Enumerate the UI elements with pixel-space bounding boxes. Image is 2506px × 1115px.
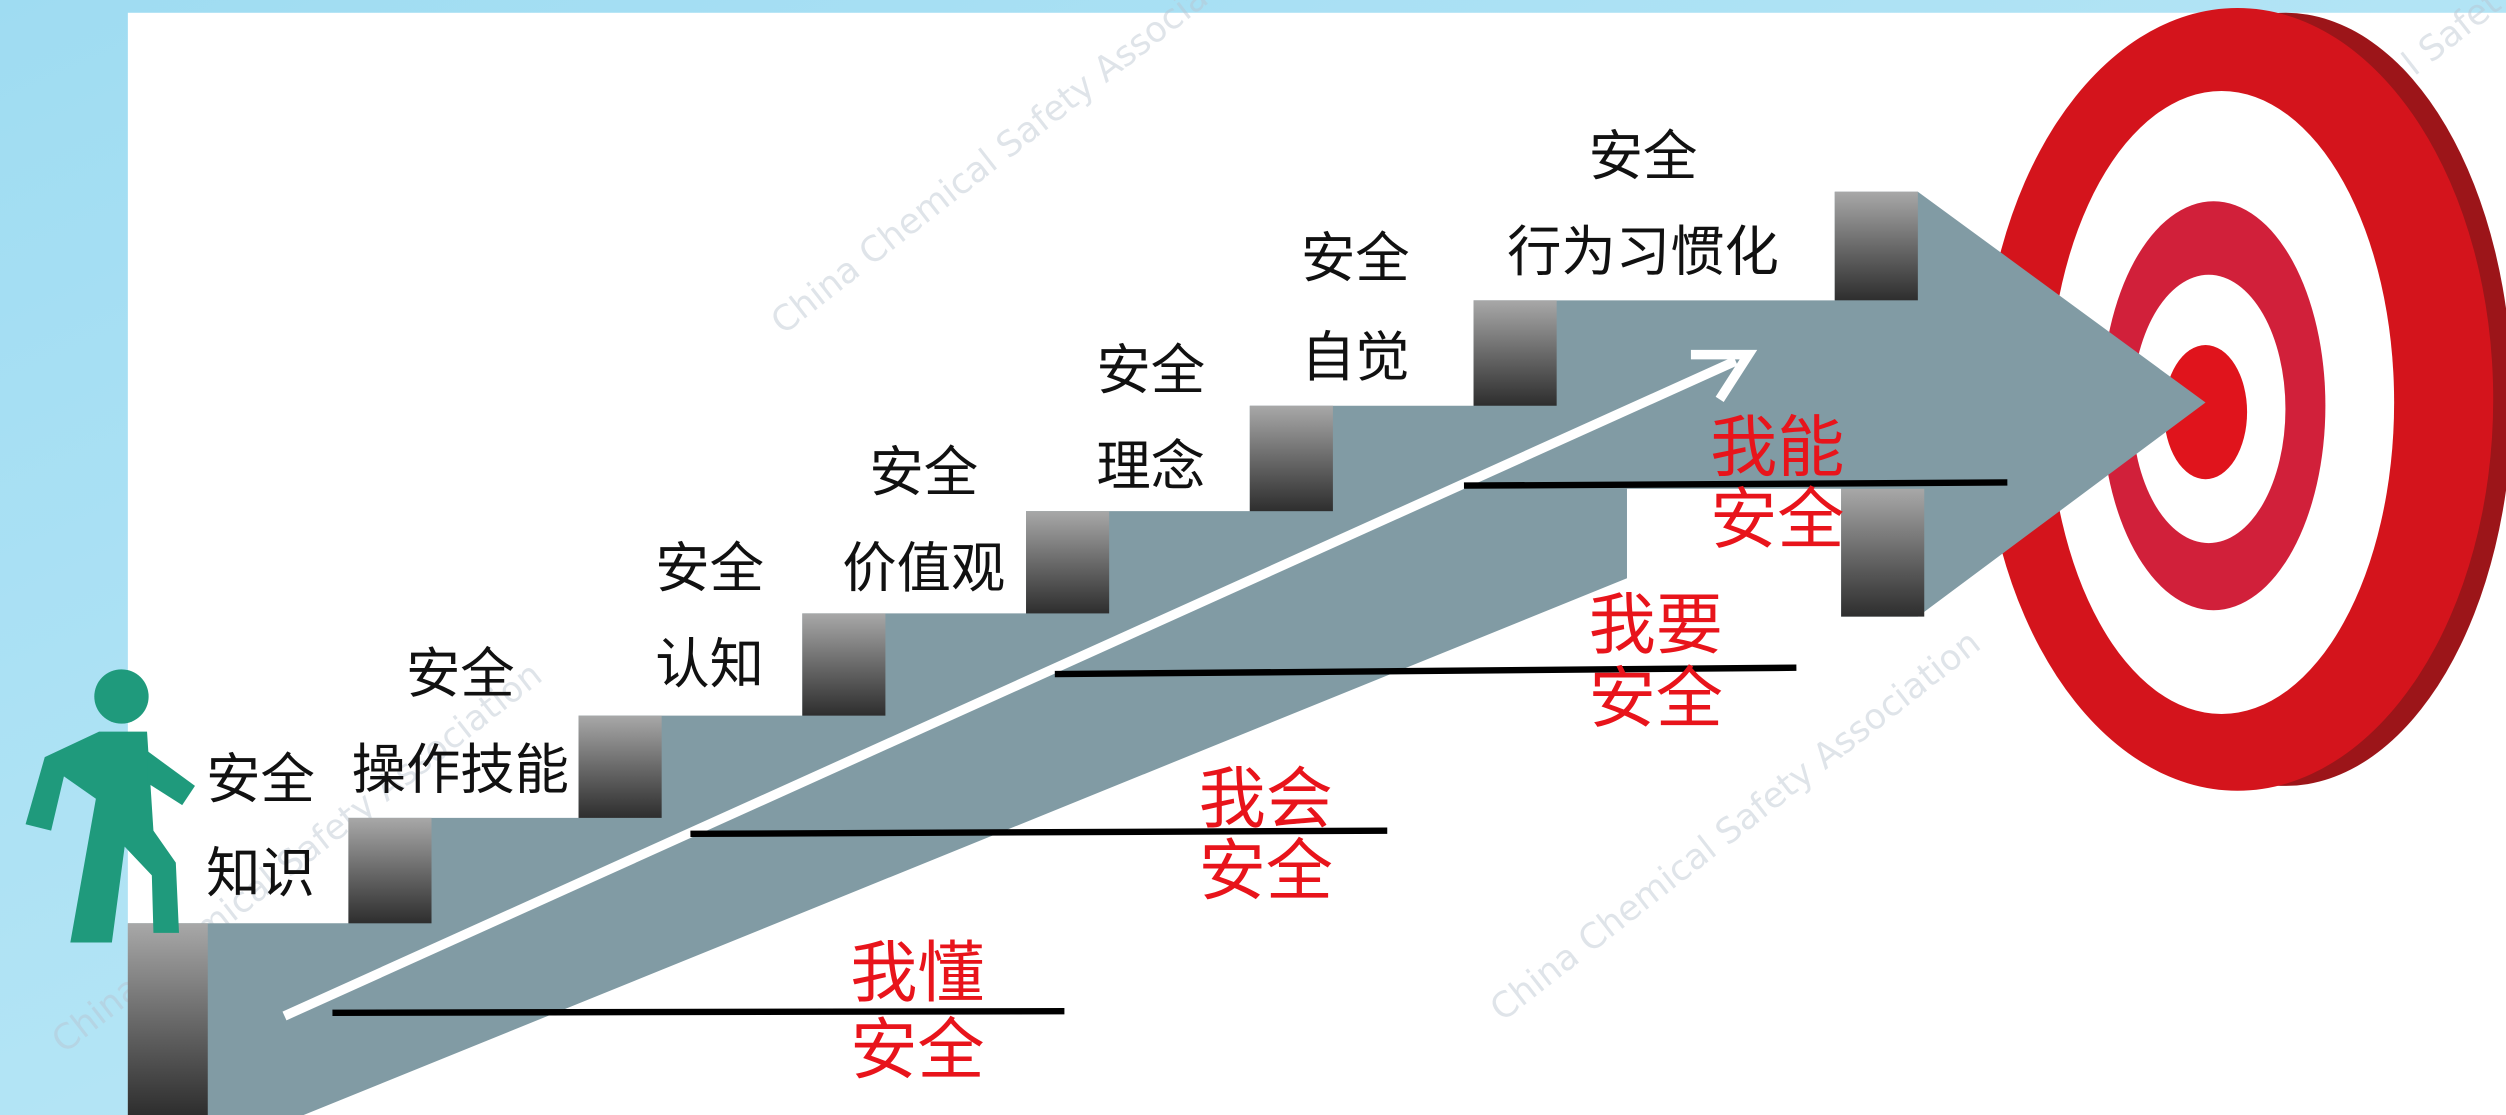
step-label: 认知 [655,633,764,696]
step-label: 安全 [1301,227,1410,290]
step-blocks [127,191,1925,1115]
step-block [1026,511,1110,614]
level-line [690,827,1388,838]
level-lines [332,479,2008,1016]
goal-label: 安全 [1199,832,1333,910]
progress-arrow [282,349,1758,1021]
step-label: 安全 [1096,339,1205,402]
step-block [348,817,432,924]
goal-label: 我要 [1589,586,1723,664]
person-body [25,731,180,943]
step-label: 价值观 [842,537,1005,600]
step-label: 理念 [1096,435,1205,498]
arrow-line [282,356,1738,1021]
step-label: 操作技能 [352,738,569,801]
step-block [127,923,208,1115]
step-label: 知识 [206,842,315,905]
goal-label: 安全 [1589,659,1723,737]
target [1981,7,2506,791]
level-line [332,1007,1065,1016]
step-block [802,613,886,716]
step-block [1249,405,1333,512]
step-block [1473,300,1557,406]
step-label: 安全 [406,642,515,705]
step-label: 行为习惯化 [1507,221,1779,284]
step-block [578,715,662,818]
goal-label: 我能 [1710,409,1844,487]
goal-labels: 我懂 安全 我会 安全 我要 安全 我能 安全 [850,409,1844,1089]
step-label: 自觉 [1301,326,1410,389]
step-labels: 安全 知识 安全 操作技能 安全 认知 安全 价值观 安全 理念 安全 自觉 安… [206,125,1779,905]
person-icon [25,669,195,943]
step-label: 安全 [206,748,315,811]
goal-label: 安全 [1710,481,1844,559]
goal-label: 我懂 [850,934,984,1012]
target-center [2163,345,2248,480]
staircase-arrow [127,191,2206,1115]
goal-label: 安全 [850,1011,984,1089]
person-head [94,669,149,724]
level-line [1463,479,2008,489]
step-label: 安全 [655,537,764,600]
person-arm [147,750,195,806]
step-label: 安全 [1589,125,1698,188]
step-block [1841,488,1925,617]
step-label: 安全 [869,441,978,504]
level-line [1054,664,1797,678]
arrow-head [1690,349,1758,402]
step-block [1834,191,1918,301]
goal-label: 我会 [1199,760,1333,838]
